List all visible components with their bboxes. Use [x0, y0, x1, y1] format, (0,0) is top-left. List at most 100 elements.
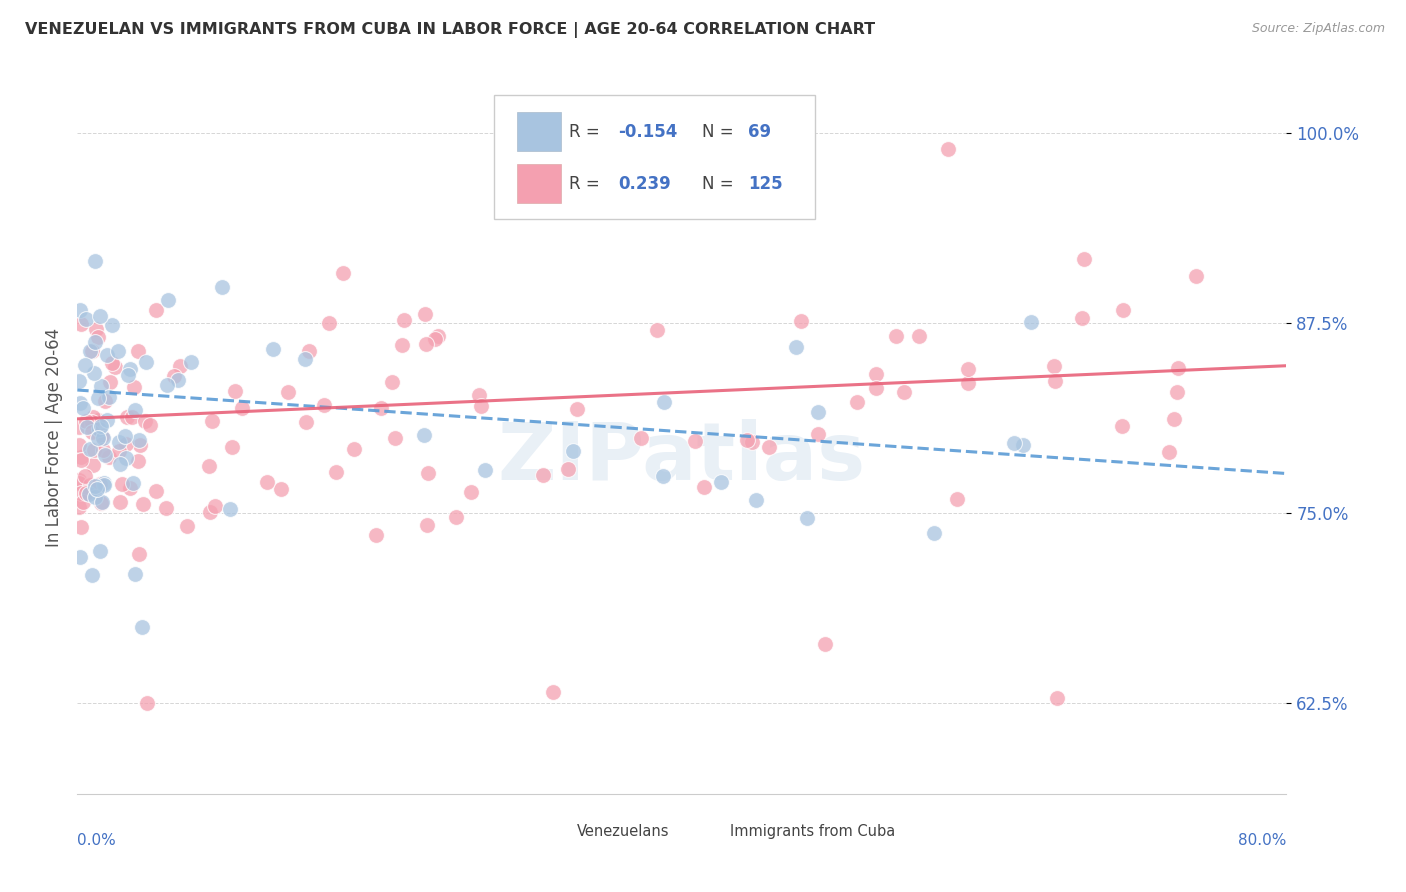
Point: [1163, 412, 1185, 426]
Point: [1159, 444, 1181, 458]
Point: [893, 384, 915, 399]
Text: ZIPatlas: ZIPatlas: [498, 419, 866, 498]
Point: [1042, 359, 1064, 373]
Point: [470, 399, 492, 413]
Point: [79, 343, 101, 358]
Point: [70, 450, 93, 464]
Point: [394, 313, 416, 327]
Point: [531, 468, 554, 483]
Point: [156, 377, 179, 392]
Point: [145, 303, 167, 318]
Point: [785, 340, 807, 354]
Point: [758, 441, 780, 455]
Point: [75, 311, 97, 326]
Point: [654, 395, 676, 409]
Point: [163, 369, 186, 384]
Point: [710, 475, 733, 490]
Point: [115, 409, 138, 424]
Point: [318, 316, 340, 330]
Point: [416, 467, 439, 481]
Point: [204, 500, 226, 514]
Point: [1184, 268, 1206, 283]
Point: [89, 544, 111, 558]
Point: [77, 487, 100, 501]
Point: [468, 388, 491, 402]
Point: [67, 475, 90, 490]
Point: [131, 620, 153, 634]
Point: [72, 494, 94, 508]
Point: [845, 395, 868, 409]
Point: [231, 401, 253, 415]
Point: [89, 310, 111, 324]
Point: [298, 344, 321, 359]
Point: [426, 329, 449, 343]
Point: [90, 495, 112, 509]
Point: [93, 478, 115, 492]
Point: [1002, 435, 1025, 450]
Point: [557, 462, 579, 476]
Point: [82, 344, 104, 359]
Point: [129, 438, 152, 452]
Text: 80.0%: 80.0%: [1239, 833, 1286, 848]
Point: [630, 431, 652, 445]
Point: [423, 333, 446, 347]
Point: [89, 422, 111, 436]
Point: [110, 458, 132, 472]
Point: [366, 528, 388, 542]
Point: [741, 435, 763, 450]
Point: [67, 420, 90, 434]
Point: [82, 419, 104, 434]
Point: [90, 379, 112, 393]
Point: [134, 414, 156, 428]
Point: [294, 351, 316, 366]
Point: [101, 356, 124, 370]
Point: [128, 434, 150, 448]
Point: [73, 358, 96, 372]
FancyBboxPatch shape: [690, 819, 724, 845]
Text: Immigrants from Cuba: Immigrants from Cuba: [730, 824, 896, 839]
Point: [83, 366, 105, 380]
Point: [562, 443, 585, 458]
Point: [155, 501, 177, 516]
Point: [91, 429, 114, 443]
Point: [865, 368, 887, 382]
FancyBboxPatch shape: [495, 95, 815, 219]
Point: [122, 380, 145, 394]
Point: [169, 359, 191, 373]
Point: [180, 355, 202, 369]
Point: [98, 450, 121, 464]
Point: [108, 444, 131, 458]
Point: [1166, 385, 1188, 400]
Text: 0.0%: 0.0%: [77, 833, 117, 848]
Point: [115, 450, 138, 465]
Point: [67, 474, 90, 488]
Point: [1046, 691, 1069, 706]
Point: [89, 476, 111, 491]
Point: [790, 314, 813, 328]
Point: [135, 696, 157, 710]
Point: [1112, 302, 1135, 317]
Point: [936, 142, 959, 156]
Point: [84, 490, 107, 504]
Point: [218, 501, 240, 516]
Point: [692, 480, 714, 494]
Point: [111, 476, 134, 491]
Point: [444, 510, 467, 524]
Point: [127, 343, 149, 358]
Point: [384, 431, 406, 445]
Point: [201, 414, 224, 428]
Point: [814, 636, 837, 650]
Point: [84, 322, 107, 336]
Point: [1043, 374, 1066, 388]
Point: [908, 329, 931, 343]
Point: [83, 442, 105, 457]
Point: [70, 486, 93, 500]
Point: [565, 401, 588, 416]
Point: [114, 429, 136, 443]
Point: [69, 303, 91, 318]
Point: [87, 431, 110, 445]
Point: [87, 391, 110, 405]
FancyBboxPatch shape: [540, 819, 574, 845]
Point: [198, 459, 221, 474]
Text: -0.154: -0.154: [617, 123, 678, 141]
